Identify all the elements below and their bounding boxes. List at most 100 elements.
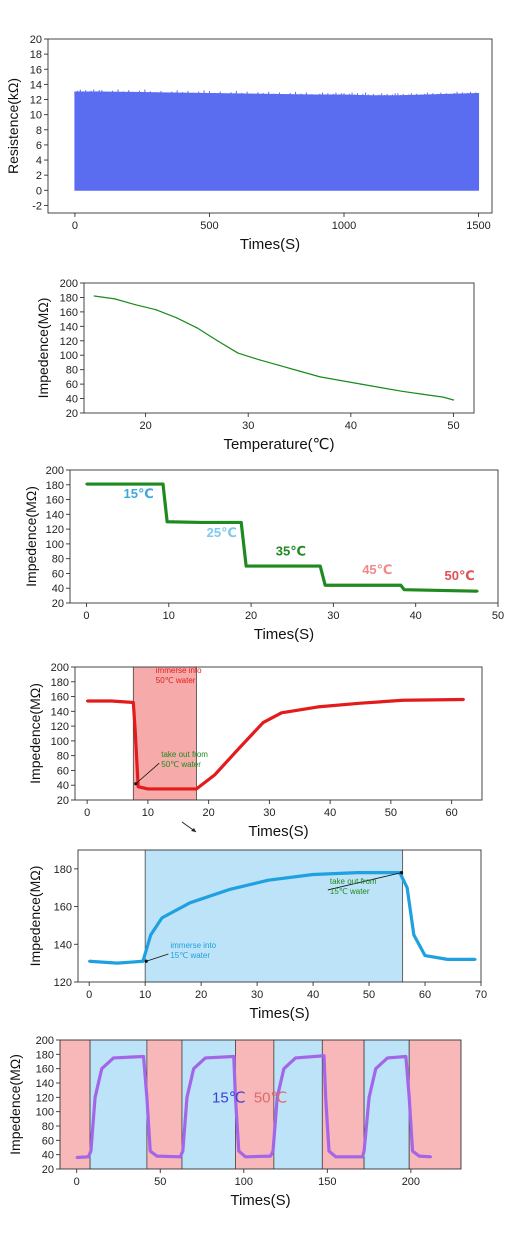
x-tick-label: 40 bbox=[345, 420, 357, 432]
annotation-text: 15℃ water bbox=[170, 951, 210, 960]
data-point bbox=[93, 1096, 97, 1099]
x-tick-label: 0 bbox=[72, 220, 78, 232]
series-line bbox=[89, 871, 476, 965]
plot-frame bbox=[69, 469, 499, 604]
annotation-label: 15℃ bbox=[212, 1089, 246, 1106]
data-point bbox=[155, 309, 157, 311]
data-point bbox=[402, 588, 406, 591]
y-tick-label: 160 bbox=[54, 902, 72, 914]
y-tick-label: 16 bbox=[30, 64, 42, 76]
data-point bbox=[418, 1154, 421, 1158]
annotation-text: take out from bbox=[330, 877, 377, 886]
y-tick-label: 100 bbox=[46, 539, 64, 551]
x-tick-label: 10 bbox=[163, 610, 175, 622]
annotation-arrow bbox=[327, 872, 402, 891]
data-point bbox=[161, 482, 165, 486]
data-point bbox=[374, 1067, 377, 1070]
data-point bbox=[213, 773, 216, 777]
x-tick-label: 100 bbox=[235, 1176, 253, 1188]
data-point bbox=[192, 1067, 195, 1070]
data-point bbox=[240, 521, 243, 524]
y-tick-label: 180 bbox=[60, 292, 78, 304]
data-point bbox=[404, 1055, 408, 1058]
data-point bbox=[89, 1149, 93, 1153]
data-point bbox=[324, 1096, 327, 1099]
data-point bbox=[175, 317, 177, 319]
y-tick-label: 60 bbox=[66, 379, 78, 391]
x-tick-label: 10 bbox=[139, 989, 151, 1001]
data-point bbox=[145, 1096, 149, 1099]
y-tick-label: 20 bbox=[52, 598, 64, 610]
annotation-arrow bbox=[135, 762, 160, 785]
y-tick-label: 4 bbox=[36, 155, 42, 167]
x-tick-label: 1000 bbox=[332, 220, 356, 232]
x-tick-label: 20 bbox=[139, 420, 151, 432]
data-point bbox=[334, 1155, 337, 1159]
data-point bbox=[362, 1149, 366, 1153]
data-point bbox=[87, 1155, 90, 1159]
data-point bbox=[126, 482, 129, 486]
x-axis-label: Times(S) bbox=[240, 236, 300, 253]
data-point bbox=[316, 705, 320, 709]
annotation-arrow-head bbox=[134, 782, 138, 786]
shaded-region bbox=[133, 667, 197, 800]
y-tick-label: -2 bbox=[32, 200, 42, 212]
data-point bbox=[181, 1149, 185, 1153]
data-point bbox=[278, 364, 280, 366]
x-tick-label: 0 bbox=[74, 1176, 80, 1188]
x-tick-label: 150 bbox=[318, 1176, 336, 1188]
shaded-region bbox=[60, 1040, 91, 1169]
data-point bbox=[149, 1149, 152, 1153]
data-point bbox=[399, 584, 403, 587]
y-tick-label: 180 bbox=[51, 677, 69, 689]
y-tick-label: 2 bbox=[36, 170, 42, 182]
connector-arrow-head bbox=[191, 828, 196, 832]
data-point bbox=[405, 886, 409, 889]
data-point bbox=[136, 785, 140, 788]
y-tick-label: 120 bbox=[54, 977, 72, 989]
data-point bbox=[87, 960, 91, 963]
data-point bbox=[146, 787, 150, 791]
data-point bbox=[185, 1096, 189, 1099]
x-tick-label: 0 bbox=[84, 807, 90, 819]
y-axis-label: Impedence(MΩ) bbox=[27, 683, 43, 784]
plot-frame bbox=[77, 849, 482, 983]
annotation-text: take out from bbox=[161, 750, 208, 759]
data-point bbox=[93, 295, 95, 297]
x-tick-label: 60 bbox=[446, 807, 458, 819]
chart-3: 0 10 20 30 40 50 20 40 60 80 100 120 140 160 180 200 Tim… bbox=[23, 465, 504, 643]
shaded-region bbox=[409, 1040, 461, 1169]
annotation-arrow-head bbox=[144, 959, 148, 963]
data-point bbox=[196, 327, 198, 329]
x-tick-label: 0 bbox=[83, 610, 89, 622]
y-tick-label: 18 bbox=[30, 49, 42, 61]
data-point bbox=[237, 1149, 240, 1153]
x-tick-label: 30 bbox=[242, 420, 254, 432]
data-point bbox=[237, 352, 239, 354]
shaded-region bbox=[273, 1040, 323, 1169]
data-point bbox=[401, 699, 405, 702]
data-point bbox=[244, 1155, 247, 1159]
x-tick-label: 70 bbox=[475, 989, 487, 1001]
x-tick-label: 20 bbox=[245, 610, 257, 622]
annotation-label: 45℃ bbox=[362, 562, 392, 577]
data-point bbox=[132, 701, 135, 704]
y-tick-label: 120 bbox=[46, 524, 64, 536]
data-point bbox=[271, 1149, 275, 1153]
plot-frame bbox=[74, 666, 483, 801]
data-point bbox=[149, 933, 152, 937]
y-axis-label: Resistence(kΩ) bbox=[5, 78, 21, 174]
data-point bbox=[411, 1149, 414, 1153]
x-tick-label: 40 bbox=[324, 807, 336, 819]
chart-2: 20 30 40 50 20 40 60 80 100 120 140 160 180 200 Temper… bbox=[35, 278, 475, 453]
data-point bbox=[359, 702, 362, 705]
data-point bbox=[356, 871, 360, 874]
annotation-label: 25℃ bbox=[207, 525, 237, 540]
data-point bbox=[339, 379, 342, 382]
y-tick-label: 160 bbox=[60, 307, 78, 319]
y-tick-label: 120 bbox=[36, 1092, 54, 1104]
shaded-region bbox=[145, 850, 403, 982]
data-point bbox=[476, 589, 479, 593]
x-tick-label: 50 bbox=[385, 807, 397, 819]
data-point bbox=[401, 390, 403, 392]
